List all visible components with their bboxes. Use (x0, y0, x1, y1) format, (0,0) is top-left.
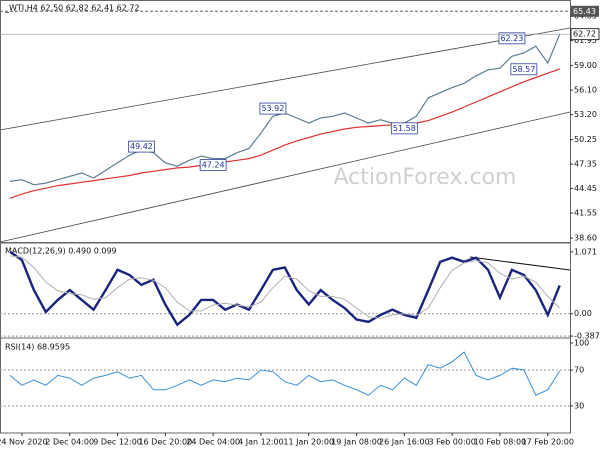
y-tick-label: 0.00 (574, 309, 592, 318)
y-tick-label: 1.071 (574, 247, 597, 256)
y-tick-label: 44.45 (574, 184, 597, 193)
x-tick-label: 16 Dec 20:00 (138, 438, 192, 447)
resistance-box (571, 5, 599, 17)
x-tick-label: 2 Dec 04:00 (45, 438, 94, 447)
level-label: 58.57 (512, 65, 535, 74)
y-tick-label: 70 (574, 366, 584, 375)
y-tick-label: 38.60 (574, 234, 597, 243)
watermark: ActionForex.com (334, 165, 517, 190)
y-tick-label: 53.20 (574, 110, 597, 119)
y-tick-label: 61.95 (574, 36, 597, 45)
last-price-label: 62.72 (573, 30, 596, 39)
channel-lower (0, 111, 571, 243)
chart-title: _WTI,H4 62.50 62.82 62.41 62.72 (4, 4, 140, 13)
y-tick-label: 56.10 (574, 86, 597, 95)
level-box (390, 122, 418, 135)
x-tick-label: 11 Jan 20:00 (283, 438, 334, 447)
channel-upper (0, 27, 571, 131)
level-box (128, 140, 155, 153)
rsi-title: RSI(14) 68.9595 (5, 343, 70, 352)
y-tick-label: 47.35 (574, 160, 597, 169)
x-tick-label: 4 Jan 12:00 (238, 438, 284, 447)
y-tick-label: 30 (574, 402, 584, 411)
level-label: 51.58 (393, 124, 416, 133)
last-price-box (570, 28, 600, 41)
rsi-frame (0, 337, 571, 434)
level-label: 53.92 (261, 104, 284, 113)
level-label: 47.24 (202, 161, 225, 170)
series-line (9, 68, 560, 199)
x-tick-label: 3 Feb 00:00 (428, 438, 475, 447)
level-box (498, 32, 526, 45)
level-box (510, 63, 538, 76)
resistance-label: 65.43 (573, 7, 596, 16)
level-label: 49.42 (130, 142, 153, 151)
level-label: 62.23 (500, 34, 523, 43)
level-box (199, 159, 227, 171)
x-tick-label: 26 Jan 16:00 (379, 438, 430, 447)
level-box (259, 102, 287, 115)
x-tick-label: 17 Feb 20:00 (522, 438, 574, 447)
x-tick-label: 9 Dec 12:00 (93, 438, 142, 447)
y-tick-label: 100 (574, 339, 589, 348)
series-line (9, 250, 561, 327)
series-line (9, 255, 561, 319)
x-tick-label: 10 Feb 08:00 (474, 438, 526, 447)
divergence-line (469, 256, 571, 271)
x-tick-label: 24 Nov 2020 (0, 438, 48, 447)
y-tick-label: -0.387 (574, 332, 600, 341)
y-tick-label: 59.00 (574, 61, 597, 70)
y-tick-label: 50.25 (574, 135, 597, 144)
x-tick-label: 24 Dec 04:00 (186, 438, 240, 447)
series-line (9, 351, 561, 396)
macd-title: MACD(12,26,9) 0.490 0.099 (5, 247, 117, 256)
y-tick-label: 41.55 (574, 209, 597, 218)
x-tick-label: 19 Jan 08:00 (331, 438, 382, 447)
